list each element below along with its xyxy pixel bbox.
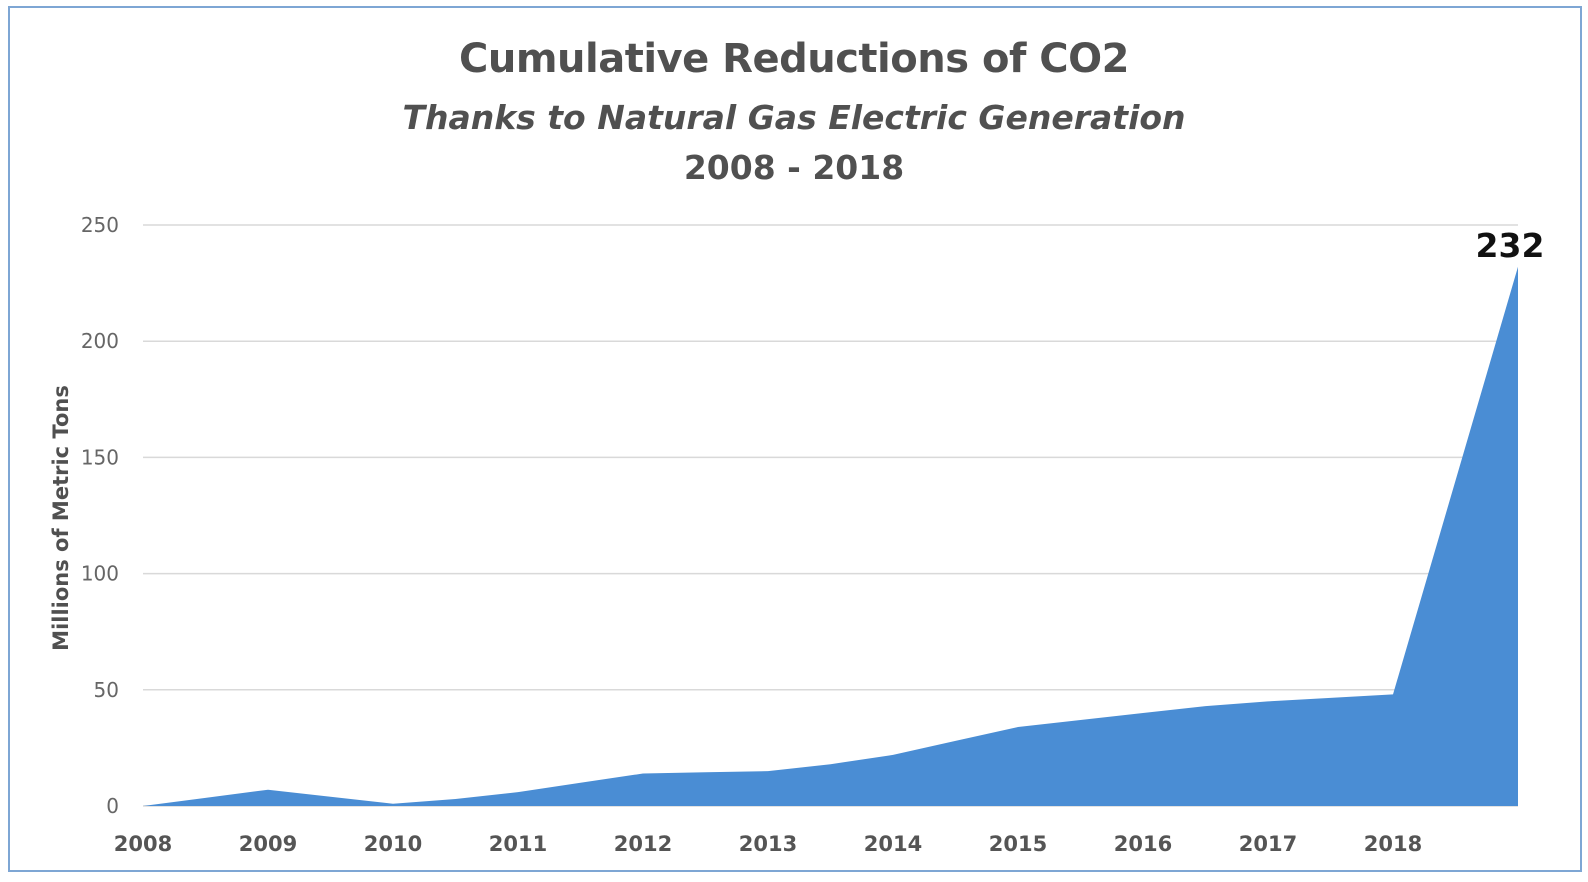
x-tick-label: 2017 bbox=[1239, 832, 1297, 856]
x-axis-ticks: 2008 2009 2010 2011 2012 2013 2014 2015 2016 2017… bbox=[114, 832, 1422, 856]
x-tick-label: 2013 bbox=[739, 832, 797, 856]
chart-period: 2008 - 2018 bbox=[683, 148, 905, 187]
y-axis-ticks: 0 50 100 150 200 250 bbox=[81, 213, 119, 818]
x-tick-label: 2009 bbox=[239, 832, 297, 856]
x-tick-label: 2011 bbox=[489, 832, 547, 856]
data-label-232: 232 bbox=[1476, 226, 1545, 265]
y-axis-label: Millions of Metric Tons bbox=[49, 385, 73, 651]
x-tick-label: 2014 bbox=[864, 832, 922, 856]
x-tick-label: 2010 bbox=[364, 832, 422, 856]
area-series-fill bbox=[143, 266, 1518, 806]
x-tick-label: 2012 bbox=[614, 832, 672, 856]
y-tick-label: 150 bbox=[81, 445, 119, 469]
chart-subtitle: Thanks to Natural Gas Electric Generatio… bbox=[402, 98, 1186, 137]
x-tick-label: 2016 bbox=[1114, 832, 1172, 856]
chart-title: Cumulative Reductions of CO2 bbox=[459, 36, 1129, 82]
y-tick-label: 0 bbox=[106, 794, 119, 818]
y-tick-label: 250 bbox=[81, 213, 119, 237]
y-tick-label: 200 bbox=[81, 329, 119, 353]
y-tick-label: 100 bbox=[81, 562, 119, 586]
x-tick-label: 2018 bbox=[1364, 832, 1422, 856]
x-tick-label: 2008 bbox=[114, 832, 172, 856]
y-tick-label: 50 bbox=[94, 678, 119, 702]
area-series bbox=[143, 266, 1518, 806]
x-tick-label: 2015 bbox=[989, 832, 1047, 856]
